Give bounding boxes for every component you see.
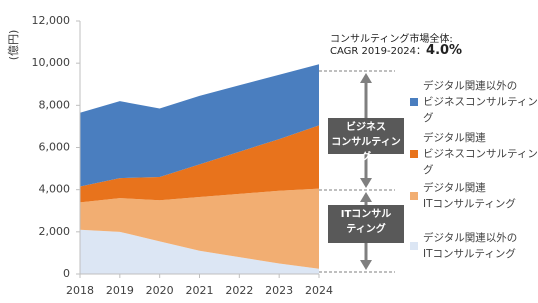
legend-label: デジタル関連 ビジネスコンサルティング <box>423 132 538 176</box>
area <box>80 64 319 187</box>
x-tick-label: 2024 <box>305 284 333 297</box>
y-axis-label: (億円) <box>7 30 20 61</box>
annotation: CAGR 2019-2024： <box>330 46 427 57</box>
legend-item: デジタル関連以外の ITコンサルティング <box>410 230 538 262</box>
legend-item: デジタル関連 ITコンサルティング <box>410 180 538 212</box>
y-tick-label: 0 <box>63 267 70 280</box>
x-tick-label: 2020 <box>146 284 174 297</box>
x-tick-label: 2018 <box>66 284 94 297</box>
area <box>80 229 319 274</box>
area <box>80 125 319 203</box>
area <box>80 188 319 269</box>
annotation-value: 4.0% <box>426 43 463 58</box>
annotation: CAGR 2019-2024：4.0% <box>330 42 462 58</box>
legend-swatch <box>410 150 418 158</box>
x-tick-label: 2019 <box>106 284 134 297</box>
x-tick-label: 2022 <box>225 284 253 297</box>
legend-swatch <box>410 192 418 200</box>
y-tick-label: 12,000 <box>32 14 71 27</box>
annotation: コンサルティング市場全体: <box>330 34 453 45</box>
y-tick-label: 2,000 <box>39 225 71 238</box>
legend-swatch <box>410 242 418 250</box>
y-tick-label: 4,000 <box>39 183 71 196</box>
x-tick-label: 2021 <box>186 284 214 297</box>
legend-label: デジタル関連以外の ビジネスコンサルティング <box>423 80 538 124</box>
label-box: ITコンサル ティング <box>328 205 404 243</box>
legend-swatch <box>410 98 418 106</box>
legend-label: デジタル関連以外の ITコンサルティング <box>423 232 518 260</box>
x-tick-label: 2023 <box>265 284 293 297</box>
y-tick-label: 8,000 <box>39 98 71 111</box>
y-tick-label: 10,000 <box>32 56 71 69</box>
label-box: ビジネス コンサルティング <box>328 118 404 163</box>
legend-label: デジタル関連 ITコンサルティング <box>423 182 516 210</box>
y-tick-label: 6,000 <box>39 141 71 154</box>
legend-item: デジタル関連以外の ビジネスコンサルティング <box>410 78 538 126</box>
legend-item: デジタル関連 ビジネスコンサルティング <box>410 130 538 178</box>
